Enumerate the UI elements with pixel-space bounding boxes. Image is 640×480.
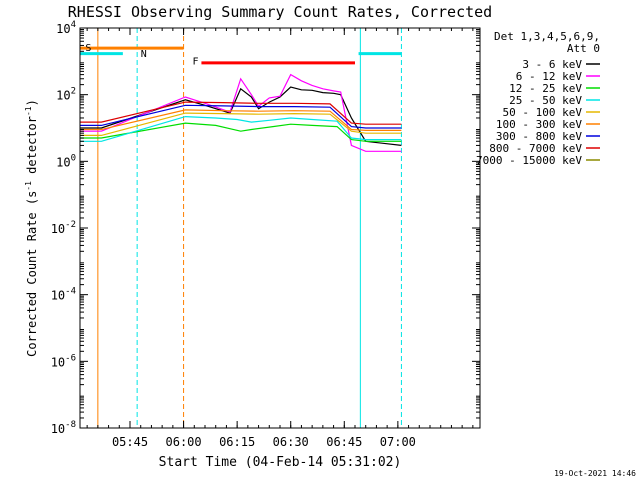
y-tick-label-5: 10-6: [51, 353, 76, 369]
legend-label-8: 7000 - 15000 keV: [476, 154, 582, 167]
plot-frame: [79, 27, 481, 429]
y-tick-label-6: 10-8: [51, 420, 76, 436]
series-line-3: [80, 115, 402, 142]
series-line-2: [80, 122, 402, 142]
series-line-1: [80, 73, 402, 152]
x-axis-label: Start Time (04-Feb-14 05:31:02): [159, 455, 402, 470]
y-tick-label-1: 102: [56, 87, 76, 103]
chart-title: RHESSI Observing Summary Count Rates, Co…: [68, 3, 492, 21]
x-tick-label-1: 06:00: [166, 435, 202, 449]
y-tick-label-4: 10-4: [51, 287, 76, 303]
flag-label-1: N: [141, 49, 147, 60]
y-tick-label-0: 104: [56, 20, 76, 36]
legend-label-1: 6 - 12 keV: [516, 70, 583, 83]
series-line-7: [80, 101, 402, 125]
flag-label-0: S: [85, 43, 91, 54]
y-axis-label-part2: detector: [25, 116, 39, 181]
axis-ticks: 05:45 06:00 06:15 06:30 06:45 07:00 104 102 100 1…: [51, 20, 480, 449]
legend-label-6: 300 - 800 keV: [496, 130, 582, 143]
flags-group: S N F: [80, 43, 402, 68]
series-line-5: [80, 109, 402, 131]
y-axis-label-sup2: -1: [24, 106, 33, 116]
legend-label-4: 50 - 100 keV: [503, 106, 583, 119]
x-tick-label-4: 06:45: [326, 435, 362, 449]
y-tick-label-3: 10-2: [51, 220, 76, 236]
x-tick-label-3: 06:30: [273, 435, 309, 449]
legend-label-2: 12 - 25 keV: [509, 82, 582, 95]
series-group: [80, 73, 402, 152]
x-tick-label-5: 07:00: [380, 435, 416, 449]
series-line-6: [80, 104, 402, 129]
x-tick-label-2: 06:15: [219, 435, 255, 449]
legend-label-3: 25 - 50 keV: [509, 94, 582, 107]
y-axis-label-sup1: -1: [24, 181, 33, 191]
legend-label-0: 3 - 6 keV: [522, 58, 582, 71]
y-axis-label-part3: ): [25, 99, 39, 106]
y-axis-label: Corrected Count Rate (s-1 detector-1): [24, 99, 39, 357]
flag-label-2: F: [193, 57, 199, 68]
legend-header-detectors: Det 1,3,4,5,6,9,: [494, 30, 600, 43]
y-tick-label-2: 100: [56, 153, 76, 169]
legend-label-5: 100 - 300 keV: [496, 118, 582, 131]
series-line-4: [80, 112, 402, 136]
legend-label-7: 800 - 7000 keV: [489, 142, 582, 155]
y-axis-label-part1: Corrected Count Rate (s: [25, 191, 39, 357]
legend-header-attenuator: Att 0: [567, 42, 600, 55]
plot-lines-group: [97, 28, 402, 428]
generation-timestamp: 19-Oct-2021 14:46: [554, 469, 636, 478]
x-tick-label-0: 05:45: [112, 435, 148, 449]
